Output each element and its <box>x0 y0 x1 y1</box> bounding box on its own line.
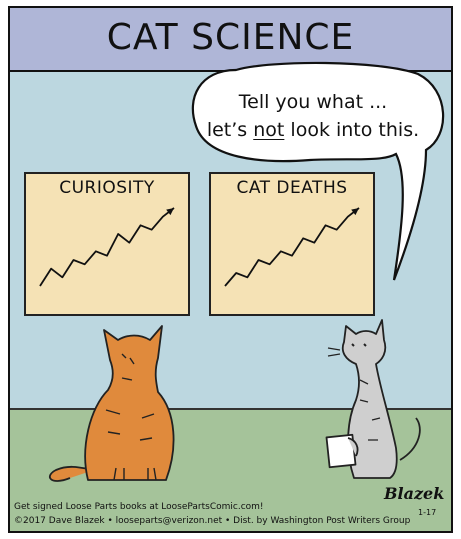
publication-date: 1-17 <box>418 508 436 517</box>
caption-promo: Get signed Loose Parts books at LoosePar… <box>14 502 264 512</box>
speech-emphasis: not <box>253 119 284 141</box>
speech-line-2-start: let’s <box>207 119 253 141</box>
gray-cat <box>327 320 420 478</box>
speech-line-2-end: look into this. <box>284 119 419 141</box>
orange-cat <box>50 326 174 481</box>
speech-line-2: let’s not look into this. <box>206 116 420 144</box>
caption-credits: ©2017 Dave Blazek • looseparts@verizon.n… <box>14 516 410 526</box>
illustration-layer <box>10 8 453 533</box>
artist-signature: Blazek <box>384 484 444 503</box>
speech-line-1: Tell you what ... <box>206 88 420 116</box>
comic-panel: CAT SCIENCE CURIOSITY CAT DEATHS <box>8 6 453 533</box>
speech-bubble-text: Tell you what ... let’s not look into th… <box>206 88 420 144</box>
